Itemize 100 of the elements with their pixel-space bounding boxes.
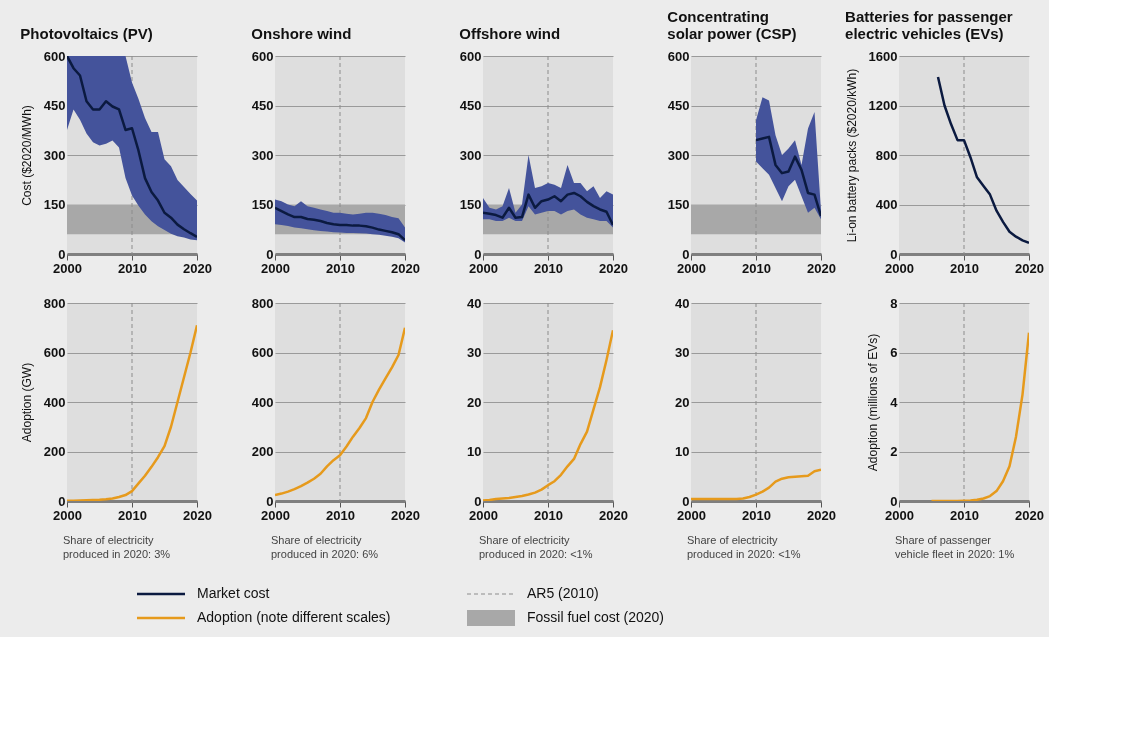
- text: Share of electricity produced in 2020: 3%: [63, 534, 171, 560]
- x-tick-label: 2010: [742, 507, 771, 523]
- y-tick-label: 150: [251, 197, 274, 212]
- chart-title: Concentrating solar power (CSP): [667, 8, 797, 42]
- x-tick-label: 2000: [261, 507, 290, 523]
- x-tick-label: 2020: [391, 260, 420, 276]
- y-tick-label: 30: [675, 345, 690, 360]
- x-tick-label: 2020: [183, 507, 212, 523]
- y-tick-label: 40: [467, 295, 482, 311]
- legend-label: AR5 (2010): [527, 585, 599, 601]
- y-tick-label: 450: [667, 98, 690, 113]
- x-tick-label: 2010: [118, 507, 147, 523]
- line-series: [275, 326, 405, 497]
- y-tick-label: 400: [251, 394, 274, 410]
- line-series: [691, 468, 821, 501]
- y-tick-label: 200: [251, 444, 274, 459]
- chart-title: Onshore wind: [251, 25, 352, 42]
- y-tick-label: 600: [667, 48, 690, 64]
- x-tick-label: 2020: [1015, 260, 1044, 276]
- y-tick-label: 600: [43, 345, 66, 360]
- y-tick-label: 0: [890, 493, 898, 509]
- y-tick-label: 150: [459, 197, 482, 212]
- x-tick-label: 2020: [599, 507, 628, 523]
- y-tick-label: 20: [675, 394, 690, 410]
- y-tick-label: 0: [266, 493, 274, 509]
- x-tick-label: 2020: [183, 260, 212, 276]
- line-series: [936, 75, 1029, 245]
- y-tick-label: 0: [474, 493, 482, 509]
- y-tick-label: 800: [251, 295, 274, 311]
- x-tick-label: 2010: [950, 260, 979, 276]
- y-tick-label: 30: [467, 345, 482, 360]
- y-tick-label: 300: [43, 147, 66, 163]
- y-tick-label: 6: [890, 345, 898, 360]
- y-axis-title: Adoption (GW): [19, 362, 34, 443]
- y-tick-label: 20: [467, 394, 482, 410]
- y-tick-label: 1200: [868, 98, 898, 113]
- y-tick-label: 0: [682, 246, 690, 262]
- y-axis-title: Adoption (millions of EVs): [866, 333, 881, 472]
- text: Share of electricity produced in 2020: 6%: [271, 534, 379, 560]
- y-tick-label: 150: [43, 197, 66, 212]
- x-tick-label: 2000: [469, 507, 498, 523]
- y-tick-label: 450: [251, 98, 274, 113]
- line-series: [754, 135, 821, 218]
- y-tick-label: 300: [251, 147, 274, 163]
- y-tick-label: 0: [682, 493, 690, 509]
- y-tick-label: 1600: [868, 48, 898, 64]
- x-tick-label: 2000: [469, 260, 498, 276]
- x-tick-label: 2000: [677, 260, 706, 276]
- x-tick-label: 2010: [950, 507, 979, 523]
- y-tick-label: 800: [875, 147, 898, 163]
- y-tick-label: 0: [890, 246, 898, 262]
- y-tick-label: 0: [474, 246, 482, 262]
- x-tick-label: 2010: [534, 507, 563, 523]
- y-tick-label: 4: [890, 394, 899, 410]
- y-tick-label: 400: [875, 197, 898, 212]
- y-tick-label: 10: [467, 444, 482, 459]
- y-tick-label: 0: [58, 246, 66, 262]
- line-series: [483, 328, 613, 501]
- y-tick-label: 200: [43, 444, 66, 459]
- y-tick-label: 300: [459, 147, 482, 163]
- y-tick-label: 600: [459, 48, 482, 64]
- x-tick-label: 2000: [885, 260, 914, 276]
- y-tick-label: 10: [675, 444, 690, 459]
- x-tick-label: 2010: [326, 260, 355, 276]
- y-tick-label: 450: [459, 98, 482, 113]
- x-tick-label: 2010: [742, 260, 771, 276]
- x-tick-label: 2000: [53, 260, 82, 276]
- y-tick-label: 40: [675, 295, 690, 311]
- text: Share of electricity produced in 2020: <1%: [479, 534, 593, 560]
- y-tick-label: 400: [43, 394, 66, 410]
- x-tick-label: 2000: [885, 507, 914, 523]
- y-tick-label: 800: [43, 295, 66, 311]
- y-tick-label: 600: [251, 48, 274, 64]
- x-tick-label: 2020: [391, 507, 420, 523]
- x-tick-label: 2010: [326, 507, 355, 523]
- chart-title: Offshore wind: [459, 25, 561, 42]
- line-series: [483, 191, 613, 227]
- x-tick-label: 2010: [534, 260, 563, 276]
- text: Share of passenger vehicle fleet in 2020: 1%: [895, 534, 1015, 560]
- y-tick-label: 2: [890, 444, 898, 459]
- y-axis-title: Li-on battery packs ($2020/kWh): [844, 68, 859, 243]
- x-tick-label: 2000: [261, 260, 290, 276]
- legend-label: Market cost: [197, 585, 270, 601]
- x-tick-label: 2020: [807, 507, 836, 523]
- legend-label: Fossil fuel cost (2020): [527, 609, 664, 625]
- legend-label: Adoption (note different scales): [197, 609, 391, 625]
- text: Share of electricity produced in 2020: <1%: [687, 534, 801, 560]
- y-tick-label: 600: [251, 345, 274, 360]
- x-tick-label: 2020: [807, 260, 836, 276]
- chart-title: Photovoltaics (PV): [20, 25, 153, 42]
- y-tick-label: 150: [667, 197, 690, 212]
- line-series: [930, 331, 1029, 501]
- y-tick-label: 8: [890, 295, 898, 311]
- x-tick-label: 2000: [677, 507, 706, 523]
- x-tick-label: 2010: [118, 260, 147, 276]
- y-tick-label: 450: [43, 98, 66, 113]
- x-tick-label: 2020: [599, 260, 628, 276]
- y-tick-label: 0: [58, 493, 66, 509]
- x-tick-label: 2020: [1015, 507, 1044, 523]
- x-tick-label: 2000: [53, 507, 82, 523]
